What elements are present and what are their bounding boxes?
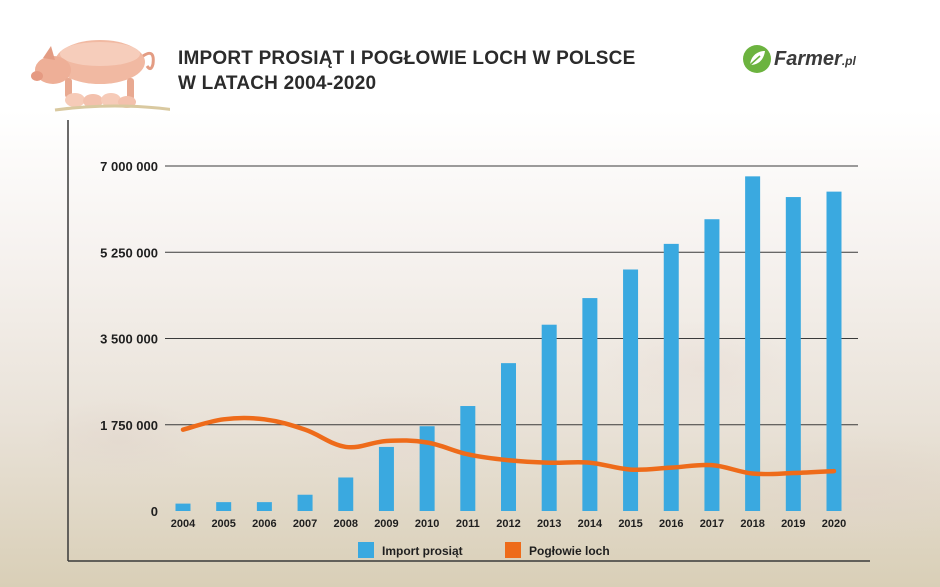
legend-swatch-import-prosiat: [358, 542, 374, 558]
x-tick-labels: 2004 2005 2006 2007 2008 2009 2010 2011 2012 2013…: [171, 518, 846, 530]
bar-2018: [745, 176, 761, 511]
x-tick-label: 2009: [374, 518, 398, 530]
x-tick-label: 2013: [537, 518, 561, 530]
x-tick-label: 2014: [578, 518, 603, 530]
x-tick-label: 2019: [781, 518, 805, 530]
y-tick-label: 0: [151, 504, 158, 519]
bar-2010: [419, 426, 435, 511]
legend-label-import-prosiat: Import prosiąt: [382, 544, 463, 558]
x-tick-label: 2016: [659, 518, 683, 530]
legend: Import prosiąt Pogłowie loch: [358, 542, 610, 558]
logo-text: Farmer.pl: [774, 48, 856, 71]
title-line-2: W LATACH 2004-2020: [178, 73, 377, 94]
header: IMPORT PROSIĄT I POGŁOWIE LOCH W POLSCE …: [0, 0, 940, 112]
bar-2005: [216, 502, 232, 511]
bar-2013: [541, 324, 557, 511]
bar-2007: [297, 494, 313, 511]
bar-2004: [175, 503, 191, 511]
chart-title: IMPORT PROSIĄT I POGŁOWIE LOCH W POLSCE …: [178, 46, 635, 96]
y-tick-labels: 0 1 750 000 3 500 000 5 250 000 7 000 000: [100, 159, 158, 519]
x-tick-label: 2012: [496, 518, 520, 530]
y-tick-label: 5 250 000: [100, 245, 158, 260]
bar-2011: [460, 406, 476, 511]
x-tick-label: 2004: [171, 518, 196, 530]
bar-2016: [663, 243, 679, 511]
legend-swatch-poglowie-loch: [505, 542, 521, 558]
x-tick-label: 2017: [700, 518, 724, 530]
y-tick-label: 7 000 000: [100, 159, 158, 174]
x-tick-label: 2006: [252, 518, 276, 530]
title-line-1: IMPORT PROSIĄT I POGŁOWIE LOCH W POLSCE: [178, 48, 636, 69]
bar-series: [175, 176, 842, 512]
bar-2006: [256, 502, 272, 511]
x-tick-label: 2010: [415, 518, 439, 530]
bar-2017: [704, 219, 720, 511]
y-tick-label: 3 500 000: [100, 332, 158, 347]
legend-label-poglowie-loch: Pogłowie loch: [529, 544, 610, 558]
leaf-logo-icon: [743, 45, 771, 73]
x-tick-label: 2015: [618, 518, 642, 530]
x-tick-label: 2007: [293, 518, 317, 530]
bar-2012: [501, 363, 516, 511]
bar-2014: [582, 298, 598, 511]
bar-2019: [785, 197, 801, 512]
x-tick-label: 2020: [822, 518, 846, 530]
x-tick-label: 2008: [334, 518, 358, 530]
pig-with-piglets-icon: [31, 40, 170, 112]
logo-name: Farmer: [774, 47, 842, 70]
bar-2015: [623, 269, 639, 511]
y-tick-label: 1 750 000: [100, 418, 158, 433]
line-series: [180, 415, 837, 477]
bar-2009: [378, 446, 394, 511]
x-tick-label: 2005: [211, 518, 235, 530]
x-tick-label: 2011: [456, 518, 480, 530]
x-tick-label: 2018: [740, 518, 764, 530]
bar-2020: [826, 191, 842, 511]
logo-suffix: .pl: [841, 53, 856, 68]
bar-2008: [338, 477, 354, 511]
axes: [67, 120, 870, 562]
farmer-logo: Farmer.pl: [742, 44, 856, 74]
